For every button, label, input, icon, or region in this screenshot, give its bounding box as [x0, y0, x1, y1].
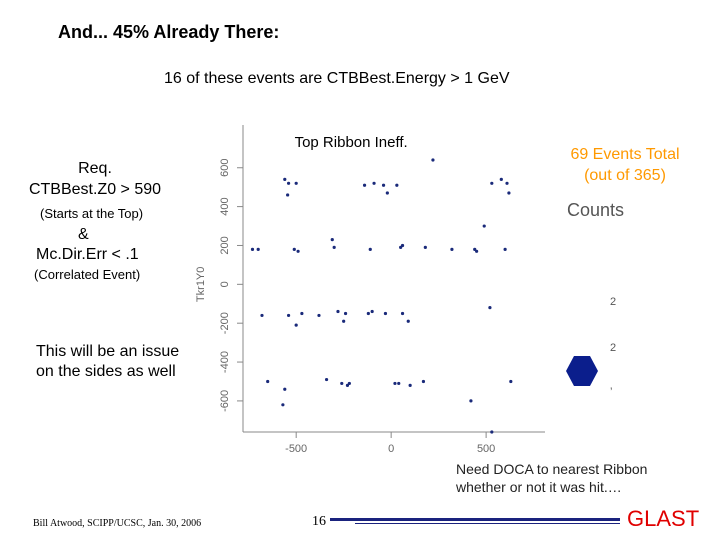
data-point: [505, 181, 509, 185]
data-point: [256, 247, 260, 251]
data-point: [385, 191, 389, 195]
data-point: [260, 313, 264, 318]
data-point: [336, 309, 340, 314]
data-point: [342, 319, 346, 323]
counts-legend-value: ’: [610, 386, 613, 398]
y-tick-label: 400: [219, 197, 231, 215]
ampersand: &: [78, 226, 89, 243]
data-point: [317, 313, 321, 318]
counts-label: Counts: [567, 200, 625, 220]
data-point: [395, 183, 399, 187]
scatter-chart-svg: -600-400-2000200400600-5000500Tkr1X0Tkr1…: [195, 125, 545, 472]
data-point: [450, 247, 454, 251]
y-tick-label: 0: [219, 281, 231, 287]
chart-title: Top Ribbon Ineff.: [295, 134, 408, 151]
data-point: [286, 313, 291, 318]
requirement-line2: CTBBest.Z0 > 590: [28, 181, 162, 198]
counts-legend-value: 2: [610, 342, 617, 354]
events-total-note: 69 Events Total (out of 365): [560, 144, 690, 186]
data-point: [281, 403, 285, 407]
page-number: 16: [312, 514, 326, 529]
scatter-chart: -600-400-2000200400600-5000500Tkr1X0Tkr1…: [195, 120, 555, 472]
data-point: [286, 181, 291, 185]
data-point: [490, 181, 494, 185]
data-point: [488, 306, 492, 310]
starts-note: (Starts at the Top): [40, 206, 144, 221]
data-point: [475, 249, 479, 253]
y-tick-label: -200: [219, 312, 231, 334]
data-point: [366, 311, 370, 316]
data-point: [250, 247, 255, 251]
glast-logo-text: GLAST: [627, 506, 700, 531]
events-total-line1: 69 Events Total: [570, 146, 680, 163]
data-point: [362, 183, 367, 187]
data-point: [292, 247, 296, 251]
doca-note: Need DOCA to nearest Ribbon whether or n…: [456, 460, 647, 496]
data-point: [294, 323, 298, 327]
issue-line2: on the sides as well: [36, 363, 176, 380]
y-tick-label: 200: [219, 236, 231, 254]
data-point: [300, 311, 304, 316]
doca-line1: Need DOCA to nearest Ribbon: [456, 461, 648, 477]
footer-credit: Bill Atwood, SCIPP/UCSC, Jan. 30, 2006: [33, 518, 202, 529]
footer-rule: [330, 518, 620, 521]
footer-rule-thin: [355, 523, 620, 524]
data-point: [370, 309, 374, 314]
data-point: [286, 193, 290, 197]
data-point: [431, 158, 435, 162]
data-point: [400, 311, 405, 316]
data-point: [397, 381, 401, 386]
y-tick-label: 600: [219, 159, 231, 177]
data-point: [509, 379, 513, 384]
data-point: [294, 181, 298, 185]
data-point: [345, 383, 350, 387]
data-point: [400, 243, 405, 248]
data-point: [499, 177, 503, 182]
data-point: [393, 381, 397, 386]
data-point: [372, 181, 376, 185]
data-point: [368, 247, 372, 251]
data-point: [324, 377, 329, 382]
data-point: [469, 399, 473, 403]
slide-subtitle: 16 of these events are CTBBest.Energy > …: [164, 70, 510, 87]
x-tick-label: 0: [388, 443, 394, 455]
x-tick-label: -500: [285, 443, 307, 455]
data-point: [503, 247, 507, 251]
data-point: [408, 383, 412, 387]
requirement-note: Req. CTBBest.Z0 > 590: [20, 158, 170, 200]
correlated-note: (Correlated Event): [34, 267, 141, 282]
counts-legend-hexagon: [566, 356, 598, 386]
mcdir-requirement: Mc.Dir.Err < .1: [36, 246, 139, 263]
data-point: [406, 319, 410, 323]
data-point: [421, 379, 426, 384]
counts-legend-value: 2: [610, 296, 617, 308]
data-point: [423, 245, 427, 250]
data-point: [507, 191, 511, 195]
issue-line1: This will be an issue: [36, 343, 180, 360]
issue-note: This will be an issue on the sides as we…: [36, 342, 179, 382]
data-point: [330, 238, 334, 242]
data-point: [283, 177, 287, 182]
data-point: [283, 387, 287, 391]
y-tick-label: -400: [219, 351, 231, 373]
events-total-line2: (out of 365): [584, 167, 666, 184]
y-tick-label: -600: [219, 390, 231, 412]
data-point: [266, 379, 270, 384]
data-point: [490, 430, 494, 434]
data-point: [482, 224, 486, 228]
requirement-line1: Req.: [78, 160, 112, 177]
data-point: [296, 249, 300, 253]
data-point: [381, 183, 386, 187]
slide-title: And... 45% Already There:: [58, 22, 280, 42]
data-point: [383, 311, 388, 316]
data-point: [332, 245, 336, 250]
doca-line2: whether or not it was hit.…: [456, 479, 622, 495]
data-point: [343, 311, 348, 316]
y-axis-label: Tkr1Y0: [195, 267, 207, 302]
data-point: [340, 381, 344, 386]
x-tick-label: 500: [477, 443, 495, 455]
